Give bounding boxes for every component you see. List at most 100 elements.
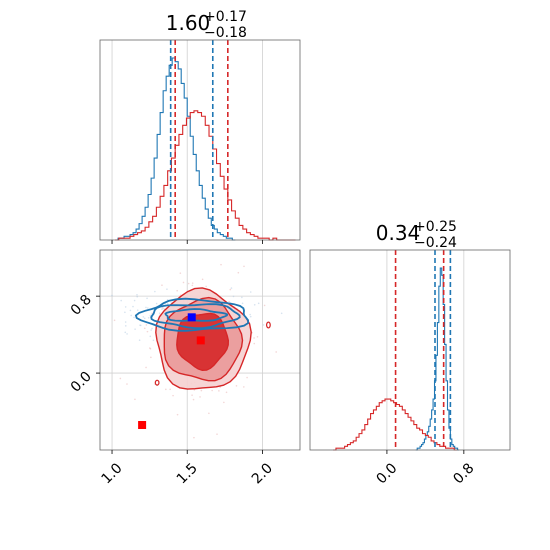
sample-point xyxy=(154,290,156,293)
sample-point xyxy=(124,306,127,308)
grid xyxy=(386,250,465,450)
sample-point xyxy=(237,271,240,274)
sample-point xyxy=(243,265,245,268)
x-tick-label: 1.0 xyxy=(99,460,126,487)
sample-point xyxy=(165,388,167,391)
sample-point xyxy=(232,295,235,298)
sample-point xyxy=(191,284,194,287)
sample-point xyxy=(263,304,266,307)
histogram-panel-param-0: 1.60 +0.17 −0.18 xyxy=(99,9,301,244)
x-tick-label: 1.5 xyxy=(174,460,201,487)
sample-point xyxy=(149,347,151,349)
blue-contour-level xyxy=(164,308,229,322)
histogram-line-series-1 xyxy=(115,110,296,241)
sample-point xyxy=(129,309,132,312)
sample-point xyxy=(172,394,174,397)
quantile-lines xyxy=(394,250,452,450)
sample-point xyxy=(143,327,146,330)
sample-point xyxy=(243,386,245,388)
sample-point xyxy=(142,316,145,318)
title-minus: −0.18 xyxy=(204,25,247,41)
sample-point xyxy=(119,377,122,380)
title-value: 1.60 xyxy=(166,11,211,35)
sample-point xyxy=(136,293,138,296)
sample-point xyxy=(253,337,255,339)
sample-point xyxy=(133,299,136,302)
sample-point xyxy=(246,376,248,379)
axes-frame xyxy=(99,249,301,451)
sample-point xyxy=(193,436,195,439)
sample-point xyxy=(151,327,153,330)
histogram-series xyxy=(115,57,296,241)
sample-point xyxy=(193,389,196,391)
y-tick-label: 0.8 xyxy=(68,292,95,319)
sample-point xyxy=(155,302,158,305)
sample-point xyxy=(138,339,141,341)
sample-point xyxy=(230,287,233,289)
sample-point xyxy=(256,335,259,338)
sample-point xyxy=(126,333,128,335)
sample-point xyxy=(161,308,163,310)
title-value: 0.34 xyxy=(376,221,421,245)
truth-marker xyxy=(138,421,147,429)
sample-point xyxy=(216,433,218,435)
sample-point xyxy=(249,291,252,293)
tick-marks: 0.0 0.8 xyxy=(373,450,477,487)
red-contour-island xyxy=(266,321,271,329)
sample-point xyxy=(149,335,152,338)
sample-point xyxy=(229,288,232,291)
sample-point xyxy=(253,303,256,306)
sample-point xyxy=(166,288,168,290)
sample-point xyxy=(257,302,260,305)
sample-point xyxy=(150,329,152,331)
sample-point xyxy=(111,294,113,297)
sample-point xyxy=(241,296,243,299)
sample-point xyxy=(145,324,148,326)
sample-point xyxy=(124,311,126,314)
sample-point xyxy=(145,306,147,309)
x-tick-label: 0.0 xyxy=(373,460,400,487)
tick-marks xyxy=(111,240,263,244)
x-tick-label: 0.8 xyxy=(450,460,477,487)
sample-point xyxy=(208,412,210,415)
sample-point xyxy=(249,313,251,316)
sample-point xyxy=(225,391,228,394)
sample-point xyxy=(191,394,193,396)
sample-point xyxy=(262,324,265,326)
sample-point xyxy=(143,317,146,320)
sample-point xyxy=(176,289,178,292)
panel-title-param-0: 1.60 xyxy=(166,11,211,35)
sample-point xyxy=(161,284,163,287)
sample-point xyxy=(132,305,134,308)
sample-point xyxy=(150,356,152,359)
histogram-panel-param-1: 0.0 0.8 0.34 +0.25 −0.24 xyxy=(309,219,511,487)
sample-point xyxy=(158,312,161,314)
sample-point xyxy=(191,282,194,284)
blue-contour-level xyxy=(134,297,250,332)
sample-point xyxy=(149,314,152,317)
sample-point xyxy=(134,328,136,330)
sample-point xyxy=(139,324,141,326)
sample-point xyxy=(146,297,148,300)
sample-point xyxy=(280,312,283,315)
sample-point xyxy=(126,383,128,385)
grid xyxy=(111,40,263,240)
quantile-lines xyxy=(169,40,229,240)
x-tick-label: 2.0 xyxy=(249,460,276,487)
sample-point xyxy=(182,281,185,284)
axes-frame xyxy=(99,39,301,241)
sample-point xyxy=(199,396,201,398)
sample-point xyxy=(211,389,213,392)
sample-point xyxy=(113,319,116,322)
sample-point xyxy=(124,321,127,323)
sample-point xyxy=(145,366,147,369)
sample-point xyxy=(241,302,244,305)
title-minus: −0.24 xyxy=(414,235,457,251)
title-plus: +0.25 xyxy=(414,219,457,235)
sample-point xyxy=(179,272,182,274)
red-contour-island xyxy=(154,379,160,386)
sample-point xyxy=(192,398,195,401)
sample-point xyxy=(152,339,155,342)
blue-contour-level xyxy=(150,303,241,330)
contour-panel: 1.0 1.5 2.0 0.0 0.8 xyxy=(68,249,301,487)
